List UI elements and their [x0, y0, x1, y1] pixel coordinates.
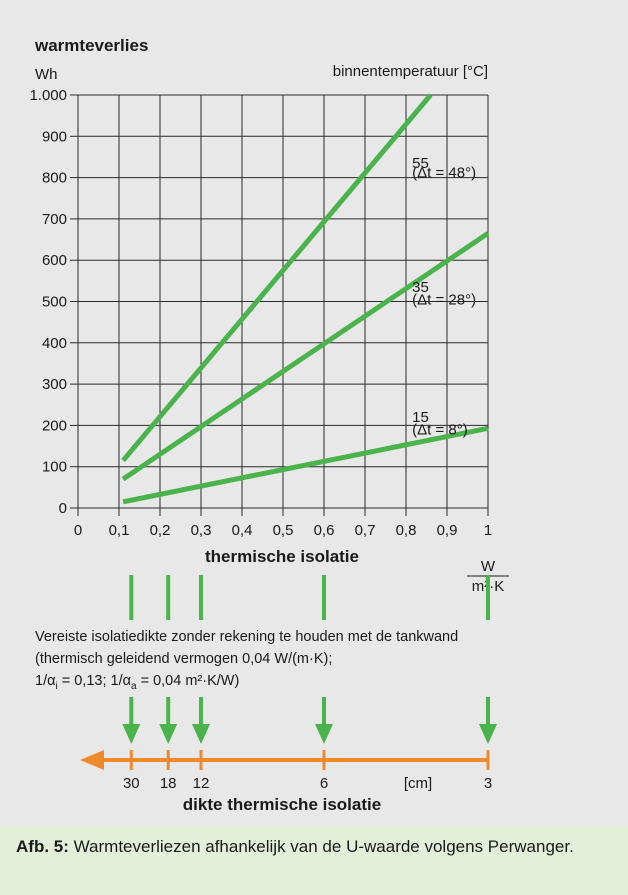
- y-tick-label: 100: [42, 459, 67, 476]
- series-delta-35: (Δt = 28°): [412, 291, 476, 308]
- x-tick-label: 0,8: [396, 522, 417, 539]
- u-marker-arrowhead: [315, 724, 333, 744]
- series-label-55: 55: [412, 155, 429, 172]
- x-tick-label: 0,4: [232, 522, 253, 539]
- thickness-tick-label: 18: [160, 775, 177, 792]
- y-tick-label: 200: [42, 417, 67, 434]
- isolation-note-line1: Vereiste isolatiedikte zonder rekening t…: [35, 629, 458, 645]
- y-tick-label: 500: [42, 294, 67, 311]
- series-label-15: 15: [412, 409, 429, 426]
- y-tick-label: 700: [42, 211, 67, 228]
- thickness-axis-arrowhead: [80, 750, 104, 770]
- y-tick-label: 900: [42, 128, 67, 145]
- thickness-tick-label: 3: [484, 775, 492, 792]
- figure-panel: warmteverlies Wh binnentemperatuur [°C] …: [0, 0, 628, 826]
- grid: [70, 94, 489, 516]
- caption-box: Afb. 5: Warmteverliezen afhankelijk van …: [0, 826, 628, 895]
- isolation-note-line2: (thermisch geleidend vermogen 0,04 W/(m·…: [35, 651, 332, 667]
- x-tick-label: 0,6: [314, 522, 335, 539]
- series-line-15: [122, 425, 489, 505]
- x-tick-label: 0,9: [437, 522, 458, 539]
- thickness-tick-label: 30: [123, 775, 140, 792]
- y-tick-label: 600: [42, 252, 67, 269]
- y-tick-label: 1.000: [29, 87, 67, 104]
- x-tick-label: 0,1: [109, 522, 130, 539]
- u-value-markers-top: [129, 575, 490, 620]
- series-delta-15: (Δt = 8°): [412, 422, 468, 439]
- y-tick-label: 400: [42, 335, 67, 352]
- y-tick-label: 800: [42, 170, 67, 187]
- chart-title: warmteverlies: [34, 36, 148, 55]
- series-labels: 55(Δt = 48°) 35(Δt = 28°) 15(Δt = 8°): [412, 155, 476, 438]
- y-tick-label: 300: [42, 376, 67, 393]
- thickness-tick-label: 6: [320, 775, 328, 792]
- y-axis-label: Wh: [35, 66, 58, 83]
- y-tick-labels: 0 100 200 300 400 500 600 700 800 900 1.000: [29, 87, 67, 517]
- series-delta-55: (Δt = 48°): [412, 165, 476, 182]
- caption-prefix: Afb. 5:: [16, 837, 69, 856]
- u-marker-arrowhead: [159, 724, 178, 744]
- u-marker-arrowhead: [122, 724, 141, 744]
- caption-body: Warmteverliezen afhankelijk van de U-waa…: [73, 837, 574, 856]
- x-tick-label: 0,7: [355, 522, 376, 539]
- x-tick-label: 1: [484, 522, 492, 539]
- x-tick-labels: 0 0,1 0,2 0,3 0,4 0,5 0,6 0,7 0,8 0,9 1: [74, 522, 492, 539]
- series-line-55: [121, 93, 433, 463]
- x-axis-label: thermische isolatie: [205, 547, 359, 566]
- isolation-note-line3: 1/αi = 0,13; 1/αa = 0,04 m²·K/W): [35, 673, 239, 692]
- legend-title: binnentemperatuur [°C]: [333, 63, 488, 80]
- thickness-unit: [cm]: [404, 775, 432, 792]
- u-value-markers-bottom: [122, 697, 497, 744]
- u-marker-arrowhead: [479, 724, 497, 744]
- caption-text: Afb. 5: Warmteverliezen afhankelijk van …: [16, 836, 616, 858]
- u-marker-arrowhead: [192, 724, 210, 744]
- x-unit-numerator: W: [481, 558, 496, 575]
- thickness-axis-title: dikte thermische isolatie: [183, 795, 381, 814]
- x-tick-label: 0,3: [191, 522, 212, 539]
- series-lines: [121, 93, 490, 505]
- x-tick-label: 0,2: [150, 522, 171, 539]
- x-tick-label: 0,5: [273, 522, 294, 539]
- series-line-35: [121, 231, 490, 482]
- thickness-ticks: 30 18 12 6 3: [123, 750, 492, 792]
- series-label-35: 35: [412, 279, 429, 296]
- y-tick-label: 0: [59, 500, 67, 517]
- x-tick-label: 0: [74, 522, 82, 539]
- chart-svg: warmteverlies Wh binnentemperatuur [°C] …: [29, 36, 509, 814]
- thickness-tick-label: 12: [193, 775, 210, 792]
